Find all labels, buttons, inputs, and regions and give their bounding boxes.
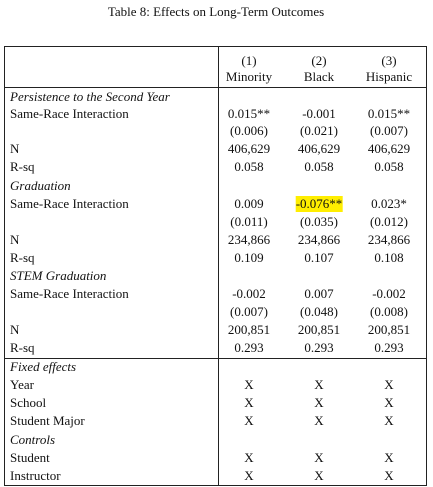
table-cell: 0.058 — [374, 159, 404, 174]
row-label: N — [10, 141, 20, 156]
table-cell: -0.076** — [295, 196, 343, 212]
table-cell: 0.015** — [227, 106, 271, 121]
table-cell: 406,629 — [367, 141, 411, 156]
table-cell: 0.058 — [234, 159, 264, 174]
row-label: N — [10, 322, 20, 337]
column-header: Black — [303, 69, 335, 84]
top-rule — [4, 46, 426, 47]
column-number: (3) — [381, 53, 397, 68]
table-cell: 200,851 — [297, 322, 341, 337]
table-cell: X — [314, 468, 324, 483]
table-cell: 0.058 — [304, 159, 334, 174]
table-cell: 0.293 — [234, 340, 264, 355]
table-cell: 234,866 — [297, 232, 341, 247]
table-cell: X — [314, 413, 324, 428]
section-heading: Fixed effects — [10, 359, 77, 374]
table-cell: 0.015** — [367, 106, 411, 121]
table-cell: 200,851 — [367, 322, 411, 337]
row-label: Year — [10, 377, 34, 392]
table-cell: X — [244, 450, 254, 465]
table-cell: (0.048) — [300, 304, 338, 319]
row-label: Instructor — [10, 468, 61, 483]
section-heading: Graduation — [10, 178, 71, 193]
table-cell: 0.007 — [304, 286, 334, 301]
table-cell: 0.107 — [304, 250, 334, 265]
label-separator — [218, 46, 219, 486]
mid-rule — [4, 358, 426, 359]
table-cell: 0.108 — [374, 250, 404, 265]
table-cell: -0.001 — [302, 106, 336, 121]
table-cell: 406,629 — [297, 141, 341, 156]
table-cell: 406,629 — [227, 141, 271, 156]
table-cell: 234,866 — [367, 232, 411, 247]
table-cell: (0.035) — [300, 214, 338, 229]
table-cell: (0.021) — [300, 123, 338, 138]
table-cell: (0.008) — [370, 304, 408, 319]
row-label: Same-Race Interaction — [10, 106, 129, 121]
table-cell: (0.007) — [370, 123, 408, 138]
table-cell: 0.109 — [234, 250, 264, 265]
column-number: (1) — [241, 53, 257, 68]
table-cell: 0.293 — [304, 340, 334, 355]
table-cell: X — [384, 395, 394, 410]
table-cell: (0.011) — [230, 214, 268, 229]
table-cell: 0.023* — [371, 196, 407, 211]
table-cell: 0.293 — [374, 340, 404, 355]
right-rule — [426, 46, 427, 486]
table-cell: 0.009 — [234, 196, 264, 211]
row-label: R-sq — [10, 250, 35, 265]
table-cell: 200,851 — [227, 322, 271, 337]
row-label: N — [10, 232, 20, 247]
table-cell: -0.002 — [372, 286, 406, 301]
left-rule — [4, 46, 5, 486]
table-cell: -0.002 — [232, 286, 266, 301]
row-label: Same-Race Interaction — [10, 196, 129, 211]
table-cell: X — [244, 413, 254, 428]
section-heading: Controls — [10, 432, 56, 447]
table-title: Table 8: Effects on Long-Term Outcomes — [107, 4, 325, 19]
table-cell: X — [244, 468, 254, 483]
row-label: R-sq — [10, 159, 35, 174]
header-rule — [4, 87, 426, 88]
row-label: Same-Race Interaction — [10, 286, 129, 301]
table-cell: (0.012) — [370, 214, 408, 229]
table-cell: X — [384, 377, 394, 392]
row-label: Student Major — [10, 413, 85, 428]
column-header: Minority — [225, 69, 273, 84]
table-cell: X — [384, 413, 394, 428]
table-cell: X — [384, 468, 394, 483]
section-heading: STEM Graduation — [10, 268, 107, 283]
row-label: School — [10, 395, 47, 410]
table-cell: (0.007) — [230, 304, 268, 319]
section-heading: Persistence to the Second Year — [10, 89, 170, 104]
table-cell: X — [314, 450, 324, 465]
table-cell: X — [384, 450, 394, 465]
column-header: Hispanic — [365, 69, 413, 84]
table-cell: X — [244, 377, 254, 392]
table-cell: (0.006) — [230, 123, 268, 138]
bottom-rule — [4, 485, 426, 486]
row-label: Student — [10, 450, 50, 465]
table-cell: X — [314, 377, 324, 392]
column-number: (2) — [311, 53, 327, 68]
table-cell: X — [244, 395, 254, 410]
row-label: R-sq — [10, 340, 35, 355]
table-cell: 234,866 — [227, 232, 271, 247]
table-cell: X — [314, 395, 324, 410]
